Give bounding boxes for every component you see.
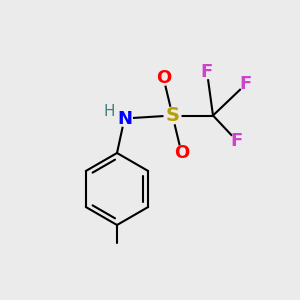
Circle shape (117, 111, 132, 126)
Circle shape (174, 146, 189, 160)
Text: F: F (240, 75, 252, 93)
Circle shape (156, 71, 171, 85)
Circle shape (200, 65, 214, 79)
Text: S: S (166, 106, 179, 125)
Text: H: H (104, 103, 115, 118)
Text: F: F (231, 132, 243, 150)
Text: O: O (156, 69, 171, 87)
Text: N: N (117, 110, 132, 128)
Circle shape (164, 107, 181, 124)
Text: O: O (174, 144, 189, 162)
Circle shape (239, 77, 253, 91)
Circle shape (230, 134, 244, 148)
Text: F: F (201, 63, 213, 81)
